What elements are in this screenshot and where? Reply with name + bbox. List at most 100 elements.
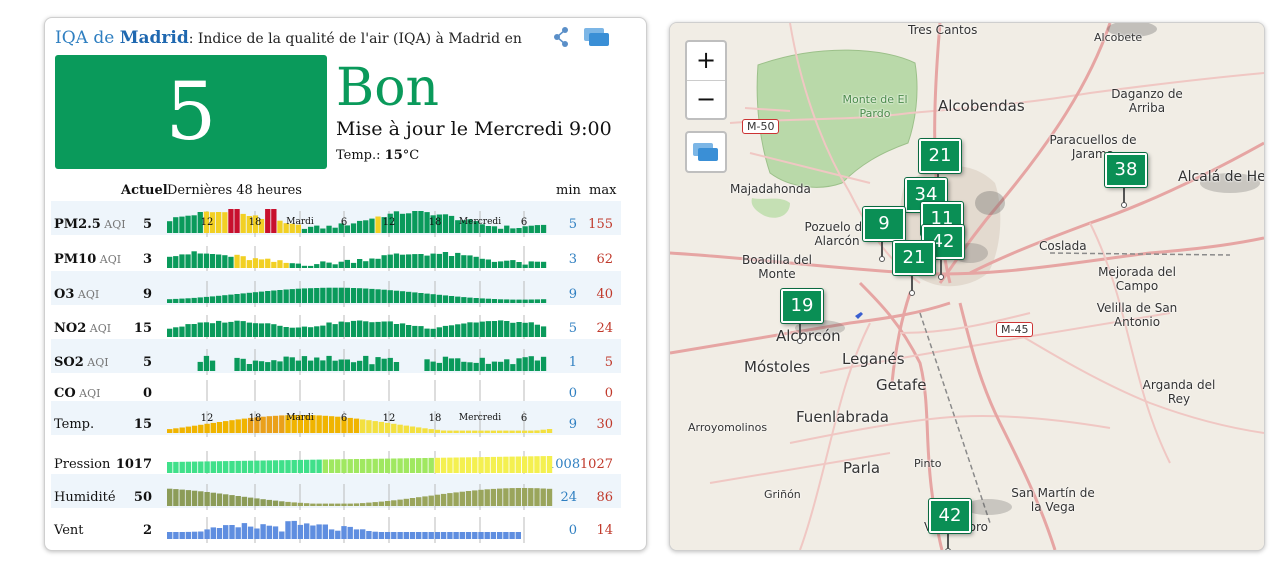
time-axis-label: 6 [520, 413, 528, 424]
share-icon[interactable] [553, 26, 571, 52]
row-label-5: CO AQI [54, 386, 100, 401]
place-label: Majadahonda [730, 182, 811, 196]
row-current: 9 [142, 287, 152, 302]
zoom-in-button[interactable]: + [687, 42, 725, 81]
aqi-value-box: 5 [55, 55, 327, 169]
row-current: 2 [142, 523, 152, 538]
place-label: Velilla de San Antonio [1096, 301, 1178, 329]
place-label: Monte de El Pardo [842, 93, 908, 120]
place-label: Leganés [842, 350, 905, 368]
place-label: Boadilla del Monte [741, 253, 813, 281]
layers-button[interactable] [685, 131, 727, 173]
marker-aqi-value[interactable]: 19 [781, 289, 823, 323]
place-label: Parla [843, 459, 881, 477]
update-time: Mise à jour le Mercredi 9:00 [336, 118, 612, 140]
place-label: Alcalá de He [1178, 169, 1265, 185]
place-label: Pozuelo de Alarcón [804, 220, 870, 248]
marker-dot [797, 338, 803, 344]
road-label: M-45 [996, 322, 1034, 337]
map-panel[interactable]: + − Tres Cantos Alcobendas Daganzo de Arri… [669, 22, 1265, 551]
row-label-8: Humidité [54, 490, 116, 505]
row-current: 5 [142, 355, 152, 370]
marker-aqi-value[interactable]: 38 [1105, 153, 1147, 187]
place-label: Tres Cantos [908, 23, 978, 37]
title-suffix: : Indice de la qualité de l'air (IQA) à … [188, 31, 522, 47]
marker-aqi-value[interactable]: 9 [863, 207, 905, 241]
place-label: Coslada [1039, 239, 1087, 253]
zoom-out-button[interactable]: − [695, 85, 717, 113]
time-axis-label: 6 [520, 217, 528, 228]
row-max: 24 [596, 321, 613, 336]
header-history: Dernières 48 heures [167, 183, 302, 198]
marker-pole [799, 322, 801, 341]
marker-pole [881, 240, 883, 259]
title-prefix: IQA de [55, 28, 120, 48]
row-label-3: NO2 AQI [54, 321, 111, 336]
row-current: 50 [133, 490, 152, 505]
aqi-widget: IQA de Madrid: Indice de la qualité de l… [44, 17, 647, 551]
row-unit: AQI [83, 356, 109, 369]
layers-icon [693, 143, 718, 161]
row-name: Vent [54, 523, 84, 538]
row-min: 9 [568, 287, 577, 302]
row-max: 62 [596, 252, 613, 267]
row-label-6: Temp. [54, 417, 94, 432]
place-label: Arganda del Rey [1142, 378, 1216, 406]
row-name: SO2 [54, 355, 84, 370]
row-label-7: Pression [54, 457, 110, 472]
row-max: 5 [604, 355, 613, 370]
place-label: Arroyomolinos [688, 421, 768, 434]
time-axis-label: 12 [382, 217, 396, 228]
marker-aqi-value[interactable]: 21 [919, 139, 961, 173]
marker-pole [940, 258, 942, 277]
place-label: San Martín de la Vega [1011, 486, 1095, 514]
time-axis-label: 12 [200, 217, 214, 228]
row-min: 9 [568, 417, 577, 432]
marker-aqi-value[interactable]: 21 [893, 241, 935, 275]
row-min: 5 [568, 217, 577, 232]
zoom-control: + − [685, 40, 727, 120]
place-label: Daganzo de Arriba [1111, 87, 1183, 115]
time-axis-label: Mardi [286, 413, 314, 423]
row-name: O3 [54, 287, 75, 302]
place-label: Mejorada del Campo [1098, 265, 1176, 293]
sparkline-8 [167, 484, 553, 510]
row-current: 5 [142, 217, 152, 232]
window-icon[interactable] [583, 26, 611, 52]
row-max: 14 [596, 523, 613, 538]
row-max: 1027 [579, 457, 613, 472]
row-unit: AQI [96, 253, 122, 266]
row-unit: AQI [75, 387, 101, 400]
time-axis-label: 6 [340, 413, 348, 424]
city-name[interactable]: Madrid [119, 28, 189, 48]
place-label: Griñón [764, 488, 801, 501]
map-canvas[interactable] [670, 23, 1264, 550]
row-current: 1017 [115, 457, 152, 472]
sparkline-1 [167, 246, 547, 272]
aqi-level: Bon [336, 58, 440, 118]
place-label: Móstoles [744, 358, 811, 376]
sparkline-6 [167, 411, 553, 437]
row-max: 155 [588, 217, 613, 232]
row-min: 5 [568, 321, 577, 336]
time-axis-label: 12 [382, 413, 396, 424]
marker-dot [909, 290, 915, 296]
row-label-0: PM2.5 AQI [54, 217, 126, 232]
sparkline-3 [167, 315, 547, 341]
marker-aqi-value[interactable]: 42 [929, 499, 971, 533]
row-min: 1 [568, 355, 577, 370]
marker-pole [1123, 186, 1125, 205]
widget-title: IQA de Madrid: Indice de la qualité de l… [55, 28, 522, 48]
marker-dot [1121, 202, 1127, 208]
sparkline-7 [167, 451, 553, 477]
place-label: Alcorcón [776, 327, 841, 345]
time-axis-label: 18 [248, 217, 262, 228]
row-min: 0 [568, 386, 577, 401]
road-label: M-50 [742, 119, 780, 134]
row-label-1: PM10 AQI [54, 252, 121, 267]
row-unit: AQI [100, 218, 126, 231]
time-axis-label: 18 [428, 217, 442, 228]
time-axis-label: 18 [248, 413, 262, 424]
time-axis-label: 6 [340, 217, 348, 228]
time-axis-label: Mercredi [458, 413, 502, 423]
